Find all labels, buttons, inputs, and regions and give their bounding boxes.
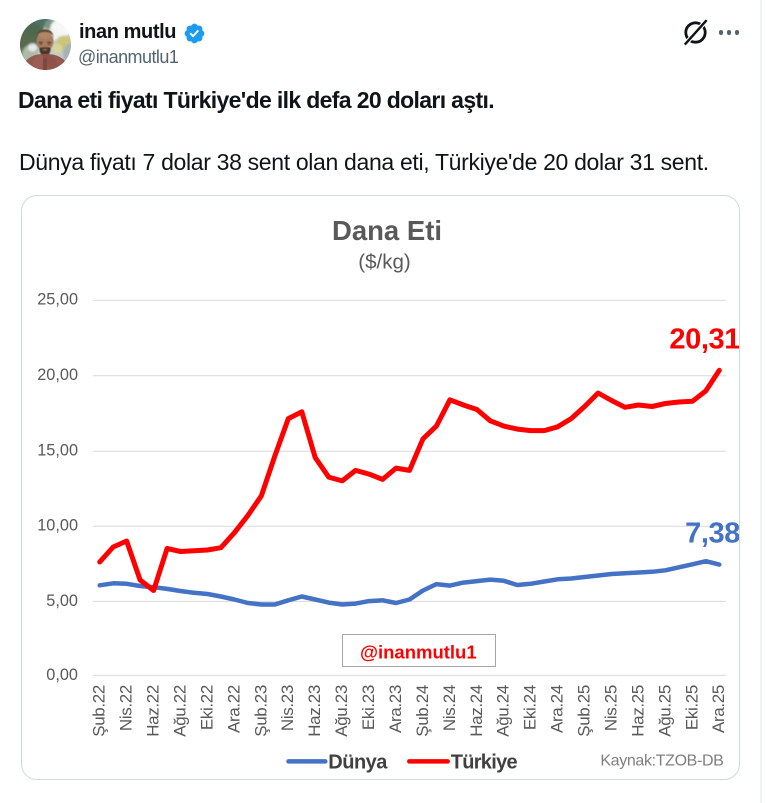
svg-text:Ağu.25: Ağu.25 bbox=[655, 685, 674, 737]
svg-text:Eki.22: Eki.22 bbox=[198, 685, 217, 730]
svg-text:Ara.24: Ara.24 bbox=[548, 685, 567, 733]
svg-text:Eki.24: Eki.24 bbox=[521, 685, 540, 730]
svg-text:Eki.23: Eki.23 bbox=[359, 685, 378, 730]
svg-text:25,00: 25,00 bbox=[37, 291, 78, 309]
svg-text:Nis.22: Nis.22 bbox=[117, 685, 136, 731]
svg-text:Ağu.22: Ağu.22 bbox=[171, 685, 190, 737]
svg-text:Ara.25: Ara.25 bbox=[709, 685, 728, 733]
svg-text:Kaynak:TZOB-DB: Kaynak:TZOB-DB bbox=[600, 753, 723, 770]
svg-text:7,38: 7,38 bbox=[685, 517, 739, 549]
svg-text:Şub.23: Şub.23 bbox=[251, 685, 270, 737]
svg-text:Şub.25: Şub.25 bbox=[575, 685, 594, 737]
svg-text:Nis.23: Nis.23 bbox=[278, 685, 297, 731]
svg-text:Türkiye: Türkiye bbox=[451, 751, 518, 773]
svg-text:10,00: 10,00 bbox=[37, 517, 78, 535]
svg-text:Nis.25: Nis.25 bbox=[601, 685, 620, 731]
svg-text:Nis.24: Nis.24 bbox=[440, 685, 459, 731]
svg-text:Dünya: Dünya bbox=[328, 751, 388, 773]
svg-text:Ağu.24: Ağu.24 bbox=[494, 685, 513, 737]
svg-text:5,00: 5,00 bbox=[46, 592, 78, 610]
svg-text:Haz.24: Haz.24 bbox=[467, 685, 486, 737]
svg-text:Dana Eti: Dana Eti bbox=[332, 215, 442, 246]
svg-text:Haz.25: Haz.25 bbox=[628, 685, 647, 737]
svg-text:Şub.24: Şub.24 bbox=[413, 685, 432, 737]
svg-text:Ağu.23: Ağu.23 bbox=[332, 685, 351, 737]
svg-text:Ara.22: Ara.22 bbox=[224, 685, 243, 733]
svg-text:20,00: 20,00 bbox=[37, 366, 78, 384]
svg-text:0,00: 0,00 bbox=[46, 666, 78, 684]
svg-text:Eki.25: Eki.25 bbox=[682, 685, 701, 730]
svg-text:Şub.22: Şub.22 bbox=[90, 685, 109, 737]
svg-text:@inanmutlu1: @inanmutlu1 bbox=[360, 642, 477, 663]
svg-text:Haz.22: Haz.22 bbox=[144, 685, 163, 737]
svg-text:Ara.23: Ara.23 bbox=[386, 685, 405, 733]
svg-text:Haz.23: Haz.23 bbox=[305, 685, 324, 737]
svg-text:($/kg): ($/kg) bbox=[358, 251, 410, 274]
svg-text:15,00: 15,00 bbox=[37, 442, 78, 460]
svg-text:20,31: 20,31 bbox=[669, 323, 739, 355]
